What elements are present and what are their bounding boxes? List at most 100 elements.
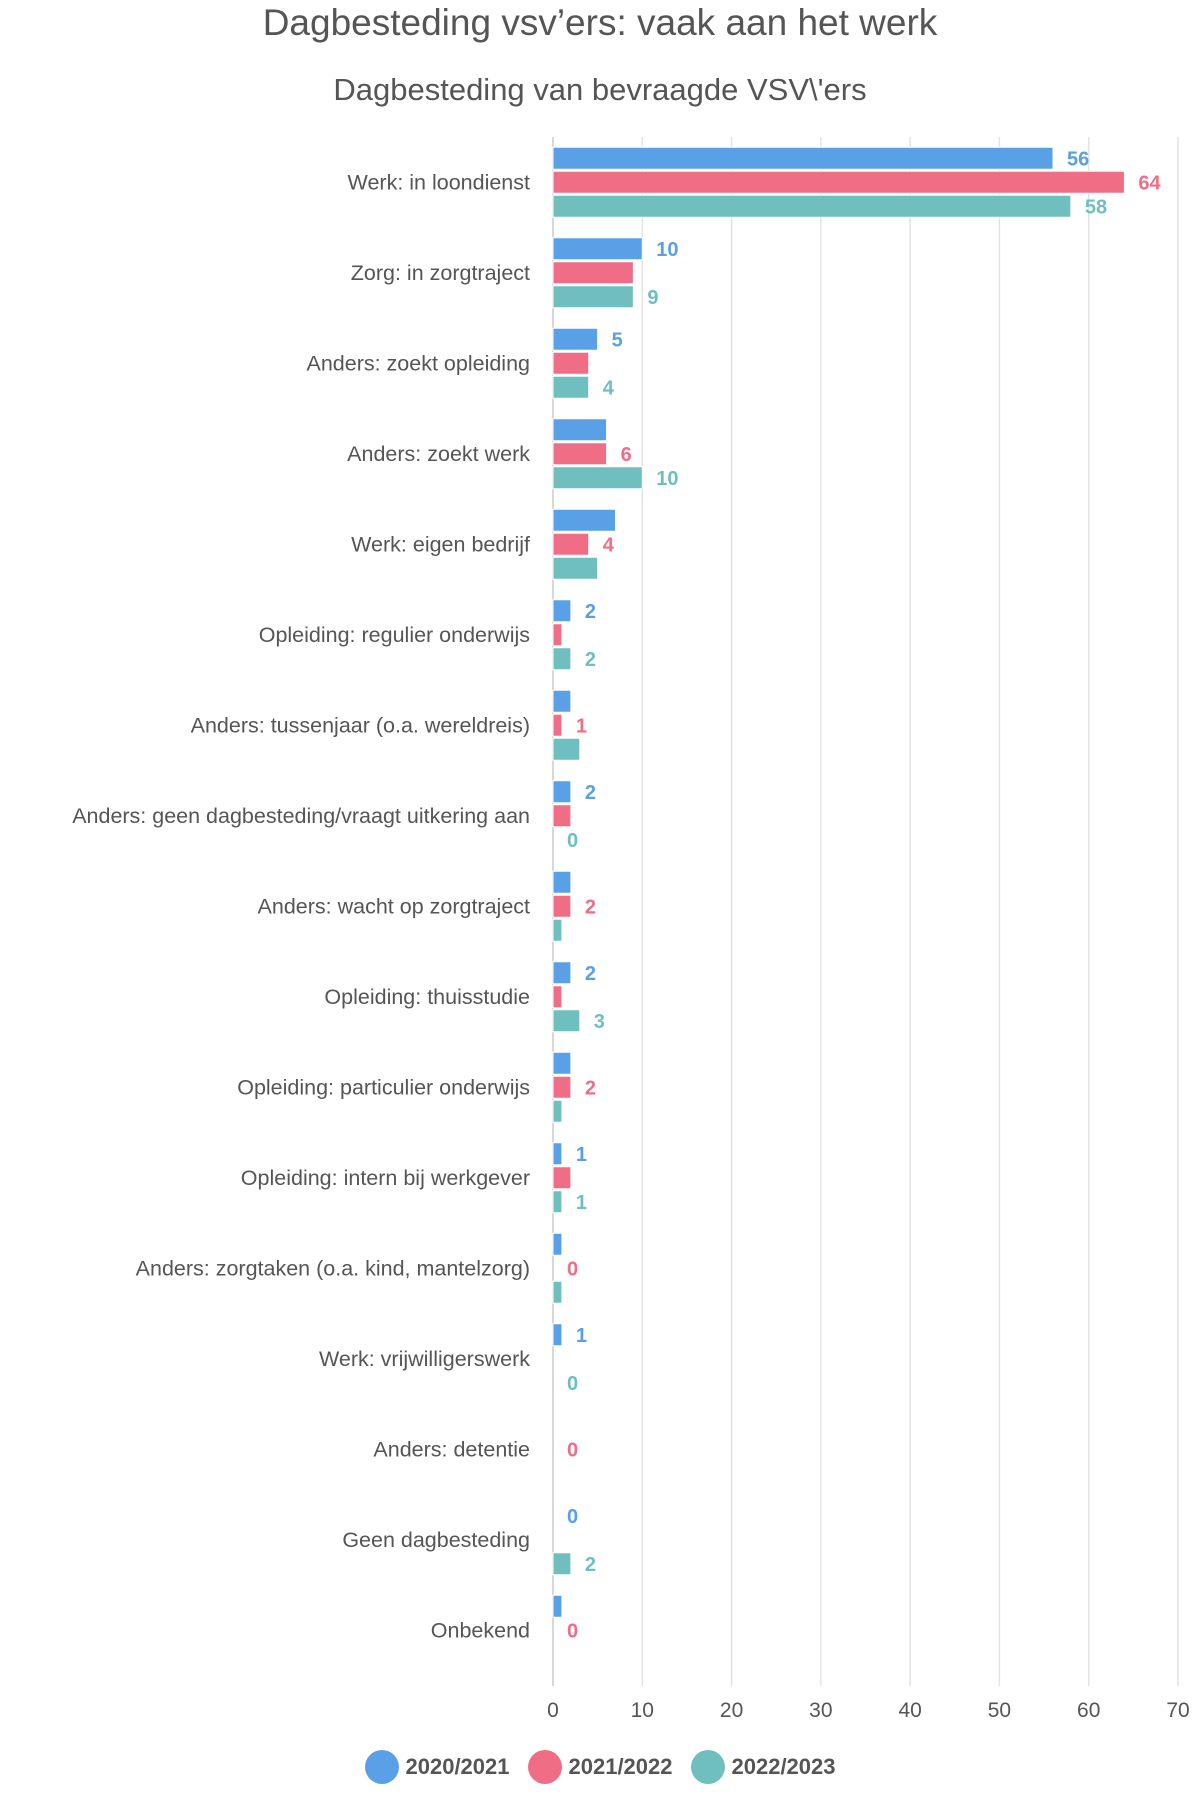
data-label: 0 bbox=[567, 1506, 578, 1528]
data-label: 4 bbox=[603, 534, 615, 556]
bar bbox=[552, 466, 643, 490]
category-label: Anders: tussenjaar (o.a. wereldreis) bbox=[191, 713, 530, 737]
bars bbox=[552, 146, 1125, 1618]
category-label: Anders: zorgtaken (o.a. kind, mantelzorg… bbox=[136, 1256, 530, 1280]
data-label: 2 bbox=[585, 782, 596, 804]
category-label: Anders: geen dagbesteding/vraagt uitkeri… bbox=[72, 804, 530, 828]
legend-item[interactable]: 2020/2021 bbox=[364, 1750, 510, 1784]
category-label: Anders: detentie bbox=[373, 1437, 530, 1461]
legend-item[interactable]: 2022/2023 bbox=[690, 1750, 836, 1784]
bar bbox=[552, 556, 599, 580]
data-label: 5 bbox=[612, 329, 623, 351]
bar bbox=[552, 737, 581, 761]
x-tick-label: 0 bbox=[547, 1699, 559, 1722]
bar-chart: Werk: in loondienst Zorg: in zorgtraject A… bbox=[72, 137, 1190, 1722]
bar bbox=[552, 1232, 563, 1256]
legend-swatch bbox=[364, 1750, 399, 1784]
bar bbox=[552, 418, 608, 442]
data-label: 64 bbox=[1138, 172, 1161, 194]
bar bbox=[552, 1075, 572, 1099]
bar bbox=[552, 261, 634, 285]
data-label: 2 bbox=[585, 963, 596, 985]
data-label: 2 bbox=[585, 1077, 596, 1099]
data-label: 56 bbox=[1067, 148, 1089, 170]
bar bbox=[552, 985, 563, 1009]
legend: 2020/2021 2021/2022 2022/2023 bbox=[0, 1750, 1200, 1784]
category-label: Anders: zoekt opleiding bbox=[306, 351, 530, 375]
bar bbox=[552, 804, 572, 828]
legend-swatch bbox=[690, 1750, 725, 1784]
data-label: 1 bbox=[576, 1192, 587, 1214]
category-label: Werk: vrijwilligerswerk bbox=[319, 1347, 530, 1371]
legend-label: 2022/2023 bbox=[731, 1754, 836, 1779]
data-label: 0 bbox=[567, 1373, 578, 1395]
x-tick-label: 50 bbox=[988, 1699, 1011, 1722]
chart-subtitle: Dagbesteding van bevraagde VSV\'ers bbox=[333, 72, 867, 107]
bar bbox=[552, 508, 616, 532]
bar bbox=[552, 327, 599, 351]
bar bbox=[552, 623, 563, 647]
bar bbox=[552, 1009, 581, 1033]
bar bbox=[552, 194, 1072, 218]
gridlines bbox=[552, 137, 1179, 1686]
bar bbox=[552, 689, 572, 713]
bar bbox=[552, 1594, 563, 1618]
data-label: 9 bbox=[647, 287, 658, 309]
data-label: 2 bbox=[585, 896, 596, 918]
bar bbox=[552, 237, 643, 261]
legend-label: 2020/2021 bbox=[405, 1754, 510, 1779]
data-label: 10 bbox=[656, 468, 678, 490]
data-label: 58 bbox=[1085, 196, 1107, 218]
data-label: 6 bbox=[621, 444, 632, 466]
x-tick-label: 10 bbox=[631, 1699, 654, 1722]
category-label: Zorg: in zorgtraject bbox=[351, 261, 530, 285]
x-tick-label: 30 bbox=[809, 1699, 832, 1722]
data-label: 0 bbox=[567, 1258, 578, 1280]
bar bbox=[552, 894, 572, 918]
bar bbox=[552, 1552, 572, 1576]
bar bbox=[552, 1280, 563, 1304]
data-label: 2 bbox=[585, 601, 596, 623]
legend-label: 2021/2022 bbox=[568, 1754, 673, 1779]
category-label: Opleiding: particulier onderwijs bbox=[237, 1075, 530, 1099]
bar bbox=[552, 375, 590, 399]
category-label: Anders: wacht op zorgtraject bbox=[258, 894, 530, 918]
bar bbox=[552, 1051, 572, 1075]
bar bbox=[552, 918, 563, 942]
bar bbox=[552, 1142, 563, 1166]
bar bbox=[552, 170, 1125, 194]
bar bbox=[552, 146, 1054, 170]
data-label: 4 bbox=[603, 377, 615, 399]
bar bbox=[552, 351, 590, 375]
data-label: 2 bbox=[585, 1554, 596, 1576]
x-tick-label: 40 bbox=[898, 1699, 921, 1722]
x-axis-ticks: 0 10 20 30 40 50 60 70 bbox=[547, 1699, 1190, 1722]
bar bbox=[552, 1190, 563, 1214]
category-label: Werk: in loondienst bbox=[348, 170, 530, 194]
category-label: Werk: eigen bedrijf bbox=[351, 532, 530, 556]
category-label: Opleiding: regulier onderwijs bbox=[259, 623, 530, 647]
data-label: 2 bbox=[585, 649, 596, 671]
bar bbox=[552, 870, 572, 894]
x-tick-label: 20 bbox=[720, 1699, 743, 1722]
legend-item[interactable]: 2021/2022 bbox=[527, 1750, 673, 1784]
bar bbox=[552, 532, 590, 556]
category-label: Opleiding: thuisstudie bbox=[324, 985, 530, 1009]
x-tick-label: 60 bbox=[1077, 1699, 1100, 1722]
data-label: 1 bbox=[576, 1144, 587, 1166]
bar bbox=[552, 961, 572, 985]
category-label: Geen dagbesteding bbox=[342, 1528, 530, 1552]
chart-title: Dagbesteding vsv’ers: vaak aan het werk bbox=[262, 2, 938, 43]
bar bbox=[552, 1099, 563, 1123]
bar bbox=[552, 442, 608, 466]
bar bbox=[552, 599, 572, 623]
bar bbox=[552, 1323, 563, 1347]
category-labels: Werk: in loondienst Zorg: in zorgtraject A… bbox=[72, 170, 530, 1642]
data-label: 1 bbox=[576, 1325, 587, 1347]
data-label: 1 bbox=[576, 715, 587, 737]
data-label: 0 bbox=[567, 1439, 578, 1461]
data-label: 0 bbox=[567, 830, 578, 852]
category-label: Onbekend bbox=[431, 1618, 530, 1642]
x-tick-label: 70 bbox=[1166, 1699, 1189, 1722]
